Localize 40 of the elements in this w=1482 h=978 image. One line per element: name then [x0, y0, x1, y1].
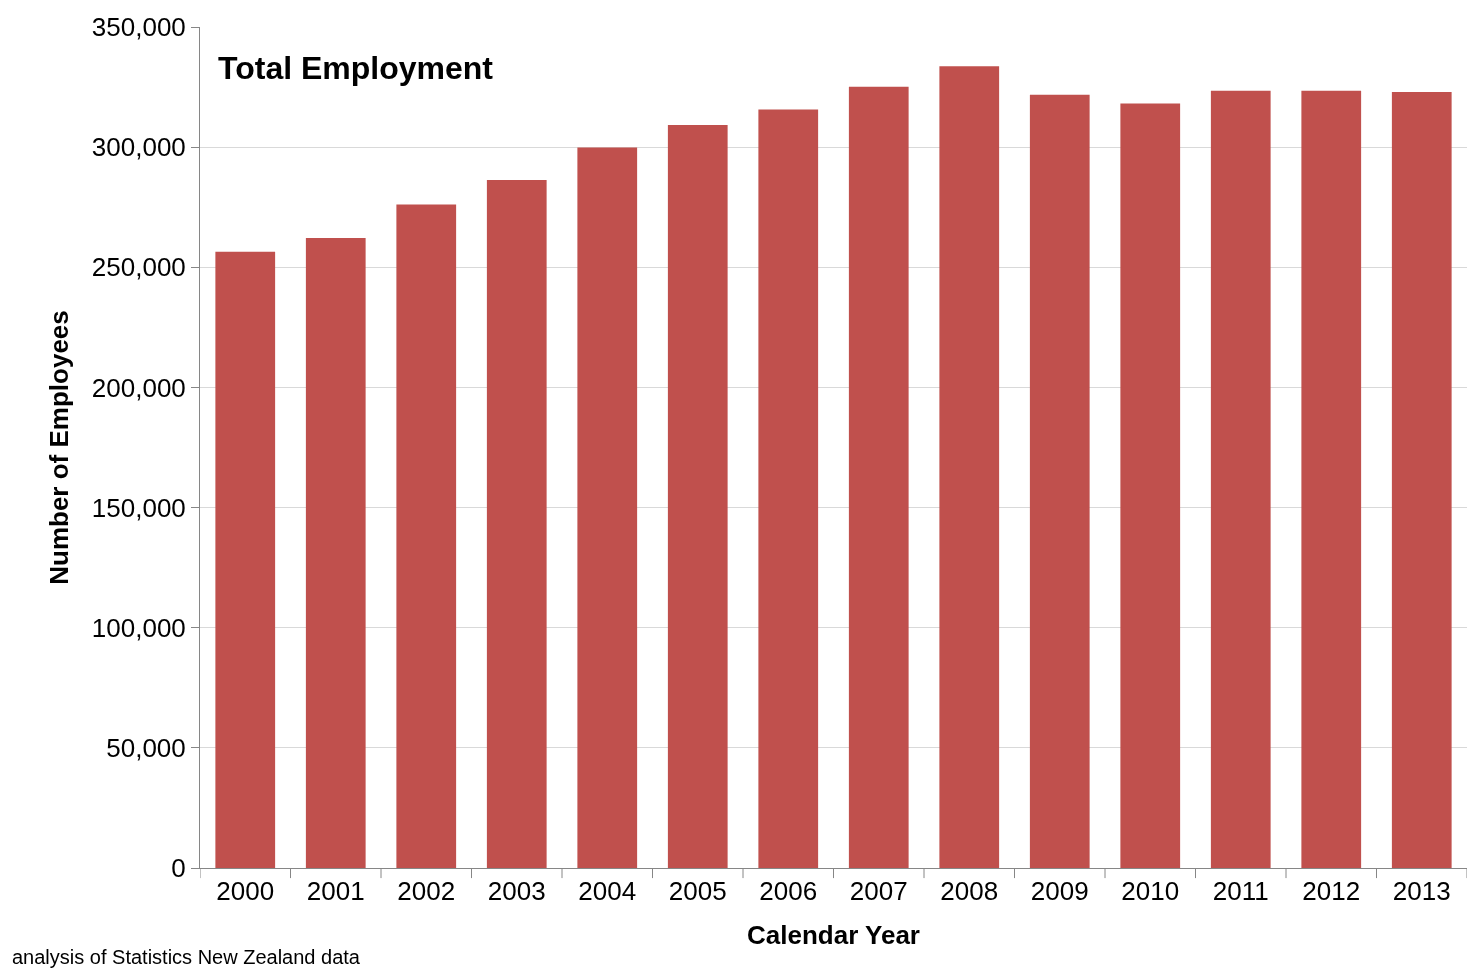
y-tick-label: 250,000 — [91, 252, 186, 283]
bar — [1029, 94, 1090, 868]
x-axis-title: Calendar Year — [747, 919, 920, 950]
y-tick-label: 0 — [171, 853, 186, 884]
x-tick-label: 2011 — [1212, 876, 1269, 907]
x-tick-label: 2000 — [216, 876, 275, 907]
bar — [1120, 103, 1181, 868]
x-tick-label: 2003 — [487, 876, 546, 907]
x-tick-label: 2001 — [306, 876, 365, 907]
text: Total Employment — [218, 50, 494, 86]
bar — [215, 251, 276, 868]
y-axis-title: Number of Employees — [44, 310, 75, 585]
y-tick-label: 100,000 — [91, 612, 186, 643]
x-tick-label: 2002 — [397, 876, 456, 907]
y-tick-label: 300,000 — [91, 132, 186, 163]
x-tick-label: 2009 — [1030, 876, 1089, 907]
x-tick-label: 2013 — [1392, 876, 1451, 907]
text: analysis of Statistics New Zealand data — [12, 946, 361, 968]
bar — [1301, 90, 1362, 868]
x-tick-label: 2005 — [668, 876, 727, 907]
bar — [396, 204, 457, 868]
bar — [1210, 90, 1271, 868]
y-tick-label: 350,000 — [91, 12, 186, 43]
x-tick-label: 2006 — [759, 876, 818, 907]
y-tick-label: 200,000 — [91, 372, 186, 403]
x-tick-label: 2012 — [1302, 876, 1361, 907]
x-tick-label: 2010 — [1121, 876, 1180, 907]
x-tick-label: 2007 — [849, 876, 908, 907]
bar — [848, 86, 909, 868]
x-tick-label: 2008 — [940, 876, 999, 907]
y-tick-label: 150,000 — [91, 492, 186, 523]
bar — [305, 237, 366, 868]
y-tick-label: 50,000 — [106, 732, 186, 763]
bar — [758, 109, 819, 868]
bar — [667, 125, 728, 868]
bar — [939, 66, 1000, 868]
bar — [486, 180, 547, 868]
bar — [1391, 91, 1452, 868]
bar — [577, 147, 638, 868]
x-tick-label: 2004 — [578, 876, 637, 907]
